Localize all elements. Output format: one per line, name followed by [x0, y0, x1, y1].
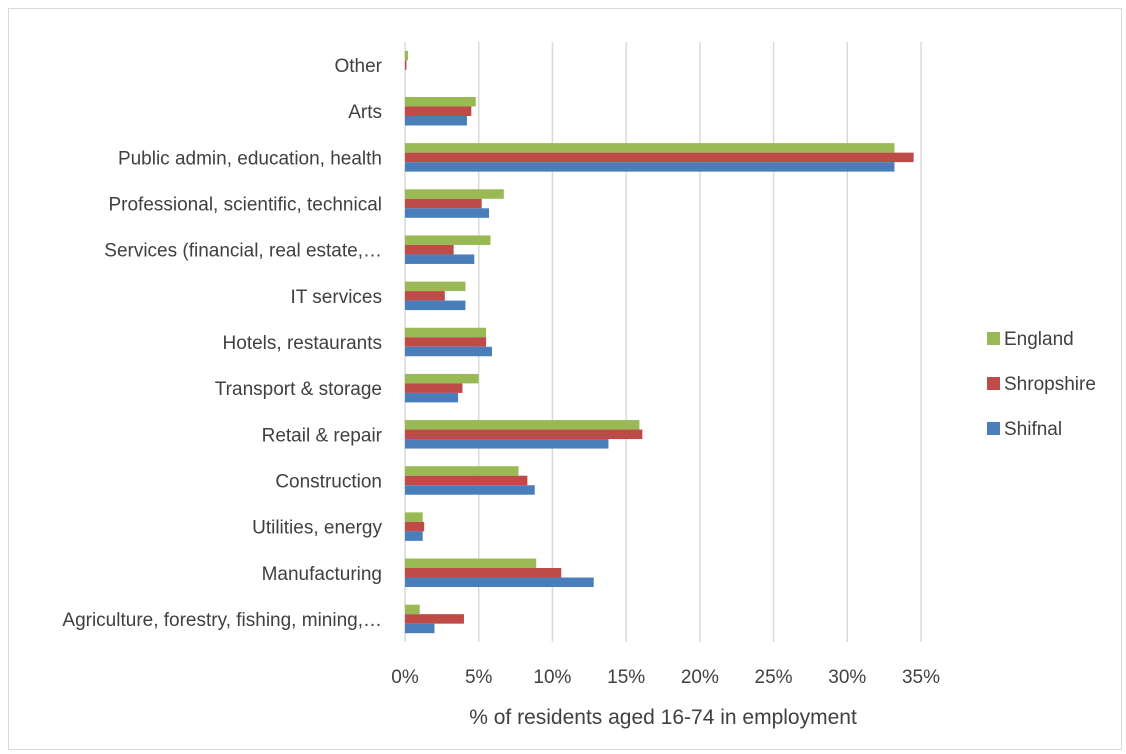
bar-shropshire: [405, 106, 472, 116]
category-label: IT services: [290, 287, 382, 308]
gridlines: [404, 42, 922, 642]
bar-england: [405, 512, 423, 522]
chart-frame: [8, 8, 1122, 750]
category-label: Public admin, education, health: [118, 148, 382, 169]
category-label: Construction: [275, 471, 382, 492]
x-axis-title: % of residents aged 16-74 in employment: [469, 706, 857, 729]
legend-label: Shifnal: [1004, 419, 1062, 440]
bar-shifnal: [405, 623, 435, 634]
legend-swatch: [987, 422, 1000, 435]
bar-shropshire: [405, 383, 463, 393]
category-label: Professional, scientific, technical: [108, 195, 382, 216]
bar-shropshire: [405, 568, 562, 578]
bar-england: [405, 373, 479, 384]
bar-england: [405, 189, 504, 199]
category-label: Utilities, energy: [252, 518, 382, 539]
category-label: Hotels, restaurants: [223, 333, 382, 354]
x-tick-label: 35%: [902, 667, 940, 688]
bar-england: [405, 558, 537, 569]
bar-shropshire: [405, 429, 643, 440]
legend-label: England: [1004, 329, 1074, 350]
bar-england: [405, 143, 895, 153]
category-labels: Agriculture, forestry, fishing, mining,……: [62, 56, 382, 631]
x-tick-label: 10%: [533, 667, 571, 688]
bar-shifnal: [405, 577, 594, 588]
bar-england: [405, 466, 519, 476]
bar-england: [405, 420, 640, 430]
bar-england: [405, 281, 466, 292]
bar-shropshire: [405, 244, 454, 255]
bar-shifnal: [405, 254, 475, 264]
bar-england: [405, 327, 487, 338]
bar-shropshire: [405, 198, 482, 209]
category-label: Agriculture, forestry, fishing, mining,…: [62, 610, 382, 631]
bar-england: [405, 96, 476, 107]
bar-shropshire: [405, 521, 425, 532]
category-label: Arts: [348, 102, 382, 123]
bar-shifnal: [405, 485, 535, 495]
bar-england: [405, 235, 491, 245]
x-tick-label: 5%: [465, 667, 493, 688]
x-tick-labels: 0% 5% 10% 15% 20% 25% 30% 35%: [391, 667, 940, 688]
legend-swatch: [987, 332, 1000, 345]
bar-shropshire: [405, 291, 445, 301]
bar-shifnal: [405, 208, 490, 218]
category-label: Retail & repair: [262, 425, 383, 446]
bar-shropshire: [405, 60, 407, 70]
x-tick-label: 0%: [391, 667, 419, 688]
legend: England Shropshire Shifnal: [987, 329, 1096, 440]
x-tick-label: 20%: [681, 667, 719, 688]
bar-shifnal: [405, 439, 609, 449]
bar-shropshire: [405, 337, 487, 347]
category-label: Services (financial, real estate,…: [104, 241, 382, 262]
bar-shropshire: [405, 475, 528, 486]
bar-shifnal: [405, 346, 492, 357]
legend-label: Shropshire: [1004, 374, 1096, 395]
bar-shifnal: [405, 162, 895, 172]
bar-shifnal: [405, 531, 423, 541]
bar-shropshire: [405, 152, 914, 163]
category-label: Transport & storage: [215, 379, 382, 400]
bar-shifnal: [405, 300, 466, 311]
x-tick-label: 30%: [828, 667, 866, 688]
bar-england: [405, 604, 420, 615]
bar-england: [405, 50, 408, 61]
x-tick-label: 25%: [755, 667, 793, 688]
x-tick-label: 15%: [607, 667, 645, 688]
category-label: Other: [334, 56, 382, 77]
bar-shifnal: [405, 115, 467, 126]
category-label: Manufacturing: [262, 564, 382, 585]
legend-swatch: [987, 377, 1000, 390]
bar-shifnal: [405, 392, 459, 403]
bar-series: [405, 50, 914, 634]
bar-shropshire: [405, 614, 464, 624]
